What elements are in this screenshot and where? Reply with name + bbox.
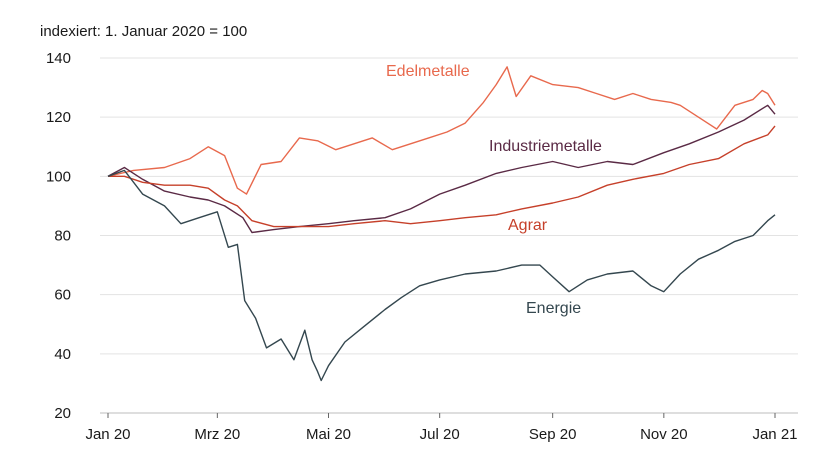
y-tick-label: 20: [54, 405, 71, 422]
chart-subtitle: indexiert: 1. Januar 2020 = 100: [40, 23, 247, 40]
series-label-edelmetalle: Edelmetalle: [386, 63, 470, 80]
series-label-industriemetalle: Industriemetalle: [489, 138, 602, 155]
series-layer: [107, 66, 776, 382]
series-label-energie: Energie: [526, 300, 581, 317]
axis-layer: 20 40 60 80 100 120 140 Jan 20 Mrz 20 Mai 20 Jul 2…: [46, 50, 798, 443]
label-layer: Edelmetalle Industriemetalle Agrar Energie: [386, 63, 602, 317]
x-tick-label: Sep 20: [529, 426, 577, 443]
series-line-edelmetalle: [107, 66, 776, 195]
x-tick-label: Jan 21: [752, 426, 797, 443]
x-tick-label: Nov 20: [640, 426, 688, 443]
x-tick-label: Mai 20: [306, 426, 351, 443]
x-tick-label: Jul 20: [420, 426, 460, 443]
series-line-energie: [107, 169, 776, 382]
series-line-industriemetalle: [107, 104, 776, 234]
y-tick-label: 60: [54, 287, 71, 304]
y-tick-label: 80: [54, 228, 71, 245]
series-label-agrar: Agrar: [508, 217, 548, 234]
y-tick-label: 100: [46, 168, 71, 185]
grid-layer: [100, 57, 798, 414]
x-tick-label: Jan 20: [85, 426, 130, 443]
y-tick-label: 40: [54, 346, 71, 363]
x-tick-label: Mrz 20: [194, 426, 240, 443]
y-tick-label: 120: [46, 109, 71, 126]
y-tick-label: 140: [46, 50, 71, 67]
series-line-agrar: [108, 125, 776, 228]
